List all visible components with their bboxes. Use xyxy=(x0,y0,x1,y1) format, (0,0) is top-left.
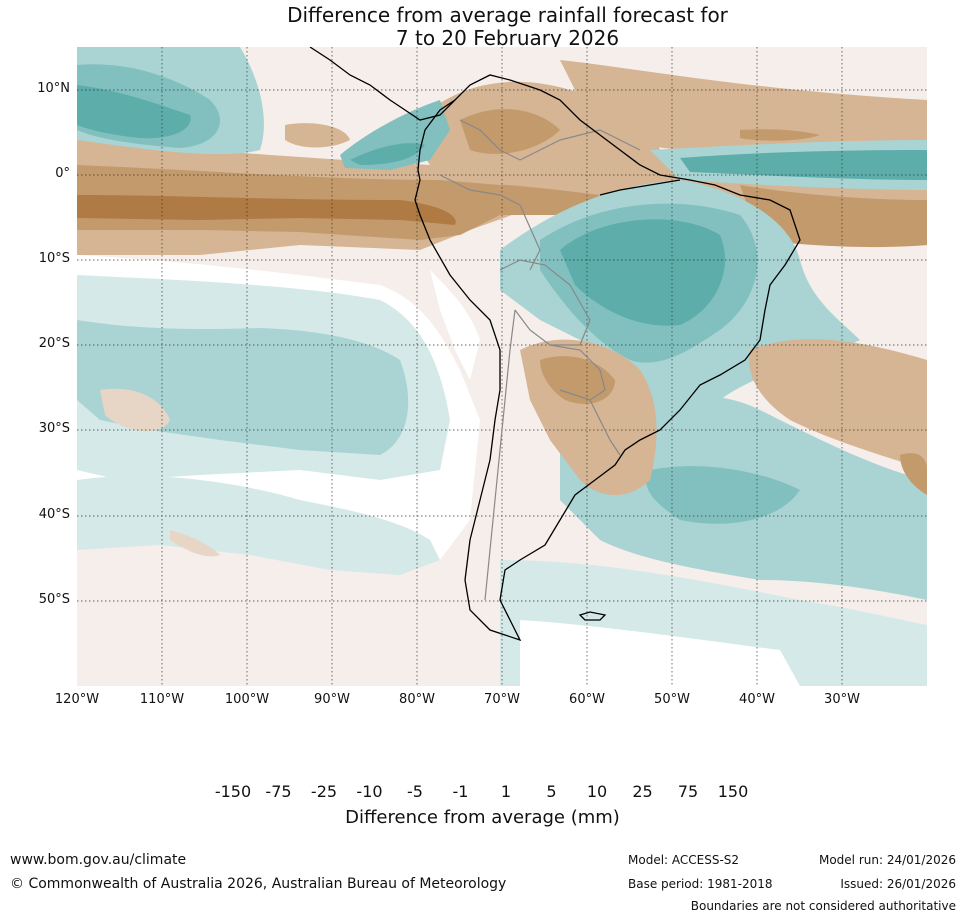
footer-boundaries-note: Boundaries are not considered authoritat… xyxy=(690,899,956,913)
border-argentina-uruguay xyxy=(589,399,621,456)
title-line-1: Difference from average rainfall forecas… xyxy=(287,3,728,27)
footer-model: Model: ACCESS-S2 xyxy=(628,853,740,867)
coastline-amazon-river xyxy=(599,179,681,196)
border-colombia-venezuela xyxy=(459,119,561,161)
border-colombia-peru xyxy=(439,174,521,206)
footer-model-run: Model run: 24/01/2026 xyxy=(818,853,956,867)
anomaly-atlantic-teal-mid xyxy=(680,150,927,180)
colorbar-tick: -10 xyxy=(356,782,383,801)
colorbar-tick: -5 xyxy=(407,782,423,801)
lat-label-40s: 40°S xyxy=(38,507,70,522)
border-chile-argentina xyxy=(484,309,516,601)
lon-label-110w: 110°W xyxy=(139,692,185,707)
anomaly-argentina-brown xyxy=(540,356,615,404)
colorbar-tick: 25 xyxy=(632,782,653,801)
colorbar-tick: -25 xyxy=(310,782,338,801)
anomaly-pacific-tan-spot xyxy=(100,388,170,432)
colorbar-label: Difference from average (mm) xyxy=(345,807,620,828)
colorbar-tick: 1 xyxy=(500,782,512,801)
lat-label-20s: 20°S xyxy=(38,336,70,351)
coastline-falklands xyxy=(578,611,607,621)
anomaly-southern-tan-streak xyxy=(170,530,220,557)
lon-label-60w: 60°W xyxy=(569,692,605,707)
border-paraguay xyxy=(549,344,606,401)
colorbar-tick: 150 xyxy=(717,782,749,801)
lon-label-100w: 100°W xyxy=(224,692,270,707)
anomaly-atlantic-tan xyxy=(740,185,927,248)
colorbar-tick: 75 xyxy=(677,782,699,801)
anomaly-east-pacific-tan-spot xyxy=(285,123,350,148)
country-borders xyxy=(439,119,641,601)
border-peru-brazil xyxy=(519,204,541,271)
anomaly-nw-pacific-teal-dark xyxy=(77,85,191,139)
lon-label-40w: 40°W xyxy=(739,692,775,707)
anomaly-equatorial-dark-brown xyxy=(77,195,456,225)
colorbar-tick: 10 xyxy=(586,782,608,801)
title-line-2: 7 to 20 February 2026 xyxy=(395,26,620,50)
colorbar-tick: 5 xyxy=(546,782,557,801)
lon-label-30w: 30°W xyxy=(824,692,860,707)
anomaly-north-sa-brown xyxy=(460,109,560,154)
lat-label-50s: 50°S xyxy=(38,592,70,607)
anomaly-central-america-teal-dark xyxy=(350,143,425,165)
anomaly-southern-pacific-teal xyxy=(77,476,440,575)
anomaly-south-atlantic-brown xyxy=(900,453,927,495)
anomaly-brazil-teal-dark xyxy=(560,219,726,326)
lat-label-10s: 10°S xyxy=(38,251,70,266)
anomaly-south-atlantic-teal-mid xyxy=(646,466,800,524)
border-bolivia xyxy=(499,259,591,346)
coastline-central-america xyxy=(309,47,456,121)
lon-label-70w: 70°W xyxy=(484,692,520,707)
anomaly-north-atlantic-tan xyxy=(560,60,927,150)
lat-label-10n: 10°N xyxy=(37,81,70,96)
colorbar-tick: -75 xyxy=(265,782,292,801)
lon-label-50w: 50°W xyxy=(654,692,690,707)
rainfall-map xyxy=(77,47,927,686)
anomaly-andes-white xyxy=(430,270,480,380)
lat-label-0: 0° xyxy=(55,166,70,181)
lat-label-30s: 30°S xyxy=(38,421,70,436)
lon-label-80w: 80°W xyxy=(399,692,435,707)
border-venezuela-guyana xyxy=(559,129,641,151)
lon-label-90w: 90°W xyxy=(314,692,350,707)
coastline-south-america xyxy=(414,74,801,642)
footer-website[interactable]: www.bom.gov.au/climate xyxy=(10,852,187,868)
coastlines xyxy=(309,47,801,642)
anomaly-north-atlantic-brown-spot xyxy=(740,129,820,141)
lon-label-120w: 120°W xyxy=(54,692,100,707)
anomaly-southern-ocean-white xyxy=(520,620,800,686)
footer-copyright: © Commonwealth of Australia 2026, Austra… xyxy=(10,876,507,892)
anomaly-south-atlantic-tan xyxy=(749,339,927,470)
footer-base-period: Base period: 1981-2018 xyxy=(628,877,773,891)
footer-issued: Issued: 26/01/2026 xyxy=(840,877,956,891)
colorbar-tick: -1 xyxy=(452,782,469,801)
map-title: Difference from average rainfall forecas… xyxy=(0,4,965,50)
colorbar-tick: -150 xyxy=(214,782,252,801)
